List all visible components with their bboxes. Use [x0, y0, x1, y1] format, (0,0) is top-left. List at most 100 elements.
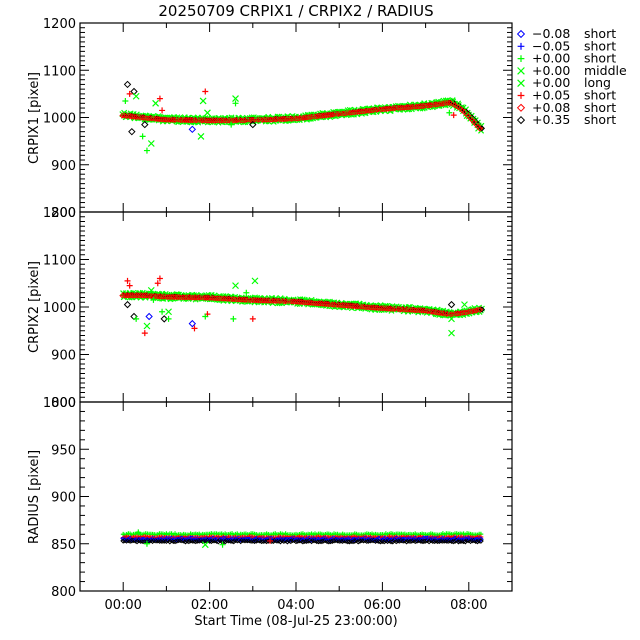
outlier-point-green: [165, 308, 172, 316]
outlier-point-green: [143, 322, 151, 330]
y-tick-label: 800: [51, 206, 76, 221]
x-tick-label: 04:00: [277, 598, 314, 613]
data-points: [119, 275, 486, 337]
outlier-point-red: [191, 325, 198, 332]
legend-offset: +0.08: [532, 100, 570, 115]
data-point-black: [175, 537, 182, 544]
outlier-point-black: [128, 127, 136, 136]
y-tick-label: 800: [51, 396, 76, 411]
panel-crpix2: 800 900 1000 1100 1200: [43, 206, 513, 411]
legend-label: short: [584, 51, 616, 66]
legend-item: +0.05 short: [517, 88, 616, 103]
outlier-point-green: [147, 140, 155, 147]
outlier-point-red: [124, 277, 131, 284]
outlier-point-green: [251, 277, 259, 285]
data-point-black: [408, 537, 415, 544]
outlier-point-black: [249, 120, 257, 129]
outlier-point-black: [130, 312, 138, 321]
outlier-point-green: [139, 133, 146, 140]
x-tick-label: 06:00: [364, 598, 401, 613]
legend-offset: +0.00: [532, 75, 570, 90]
data-point-black: [196, 537, 203, 544]
outlier-point-green: [461, 301, 468, 309]
legend-item: −0.08 short: [516, 26, 616, 41]
outlier-point-green: [132, 92, 140, 100]
y-tick-label: 850: [51, 538, 76, 553]
outlier-point-green: [448, 315, 455, 323]
legend-symbol-diamond-icon: [516, 103, 526, 112]
outlier-point-green: [133, 315, 140, 322]
legend-item: −0.05 short: [517, 38, 616, 53]
outlier-point-green: [135, 529, 142, 536]
x-axis-label: Start Time (08-Jul-25 23:00:00): [194, 614, 397, 629]
legend-symbol-diamond-icon: [516, 29, 526, 39]
plot-frame: [79, 211, 513, 403]
legend-symbol-plus-icon: [517, 42, 525, 50]
data-point-black: [244, 537, 251, 544]
ylabel-crpix2: CRPIX2 [pixel]: [27, 261, 42, 353]
legend-label: short: [584, 26, 616, 41]
outlier-point-green: [152, 99, 160, 107]
y-tick-label: 900: [51, 159, 76, 174]
legend-item: +0.00 middle: [517, 63, 627, 78]
data-point-black: [476, 537, 483, 544]
y-tick-label: 1200: [43, 206, 76, 221]
panel-radius: 800 850 900 950 1000: [43, 396, 513, 600]
outlier-point-green: [204, 109, 211, 117]
y-tick-label: 1000: [43, 396, 76, 411]
x-tick-label: 02:00: [191, 598, 228, 613]
outlier-point-green: [448, 329, 455, 337]
outlier-point-red: [267, 537, 274, 544]
legend-item: +0.08 short: [516, 100, 616, 115]
outlier-point-green: [232, 100, 239, 107]
legend-symbol-plus-icon: [517, 92, 525, 99]
legend-item: +0.00 short: [517, 51, 616, 66]
outlier-point-red: [156, 95, 163, 102]
legend-offset: +0.35: [532, 112, 570, 127]
outlier-point-green: [150, 296, 157, 303]
legend-label: long: [584, 75, 611, 90]
legend-label: short: [584, 100, 616, 115]
outlier-point-blue: [145, 312, 153, 321]
legend-symbol-cross-icon: [517, 67, 525, 75]
data-point-black: [398, 537, 405, 544]
y-tick-label: 800: [51, 585, 76, 600]
data-point-black: [189, 537, 196, 544]
y-tick-label: 950: [51, 443, 76, 458]
y-tick-label: 900: [51, 491, 76, 506]
legend-offset: −0.08: [532, 26, 570, 41]
legend-label: short: [584, 88, 616, 103]
outlier-point-red: [141, 330, 148, 337]
outlier-point-red: [154, 280, 161, 287]
data-point-black: [477, 538, 484, 544]
outlier-point-green: [202, 313, 209, 320]
data-point-black: [417, 537, 424, 544]
legend-symbol-diamond-icon: [516, 115, 526, 125]
outlier-point-green: [243, 289, 250, 296]
x-tick-labels: 00:00 02:00 04:00 06:00 08:00: [104, 598, 487, 613]
y-tick-label: 1100: [43, 64, 76, 79]
y-tick-label: 1000: [43, 301, 76, 316]
outlier-point-green: [197, 132, 205, 140]
data-point-blue: [477, 536, 484, 543]
outlier-point-red: [126, 282, 133, 289]
outlier-point-green: [446, 109, 453, 116]
legend-symbol-plus-icon: [517, 55, 525, 62]
legend-item: +0.35 short: [516, 112, 616, 127]
outlier-point-green: [159, 308, 166, 315]
legend-label: short: [584, 112, 616, 127]
panel-crpix1: 800 900 1000 1100 1200: [43, 17, 513, 221]
outlier-point-green: [232, 282, 239, 290]
outlier-point-black: [123, 80, 132, 89]
x-tick-label: 08:00: [450, 598, 487, 613]
y-tick-label: 1000: [43, 112, 76, 127]
data-point-black: [274, 537, 280, 544]
legend-symbol-cross-icon: [517, 79, 525, 88]
outlier-point-black: [141, 120, 149, 129]
outlier-point-blue: [188, 125, 197, 134]
legend: −0.08 short −0.05 short +0.00 short +0.00 middl…: [516, 26, 627, 127]
ylabel-radius: RADIUS [pixel]: [27, 450, 42, 544]
outlier-point-green: [219, 541, 226, 548]
data-point-red: [476, 125, 483, 132]
